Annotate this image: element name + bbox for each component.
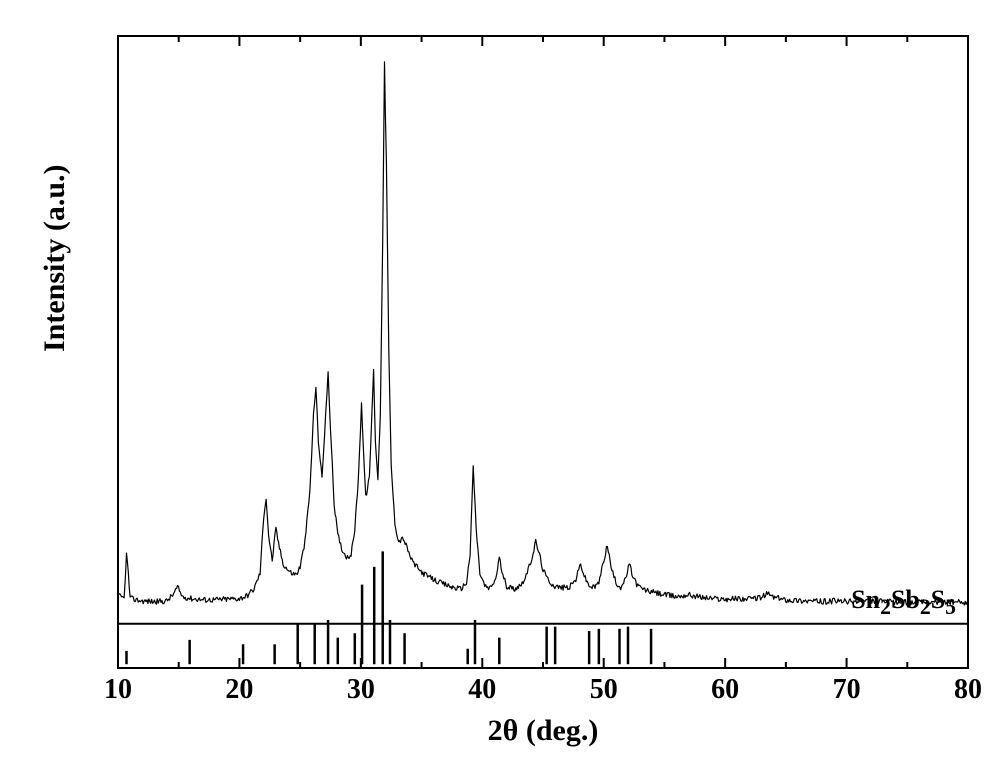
x-tick-label: 20 <box>225 674 253 706</box>
x-tick-label: 70 <box>833 674 861 706</box>
x-tick-label: 10 <box>104 674 132 706</box>
x-tick-label: 30 <box>347 674 375 706</box>
x-axis-label: 2θ (deg.) <box>488 714 599 748</box>
x-tick-label: 40 <box>468 674 496 706</box>
x-tick-label: 60 <box>711 674 739 706</box>
xrd-figure: Intensity (a.u.) 2θ (deg.) Sn2Sb2S5 1020… <box>0 0 1000 781</box>
reference-phase-label: Sn2Sb2S5 <box>851 585 956 620</box>
plot-svg <box>0 0 1000 781</box>
x-tick-label: 50 <box>590 674 618 706</box>
x-tick-label: 80 <box>954 674 982 706</box>
